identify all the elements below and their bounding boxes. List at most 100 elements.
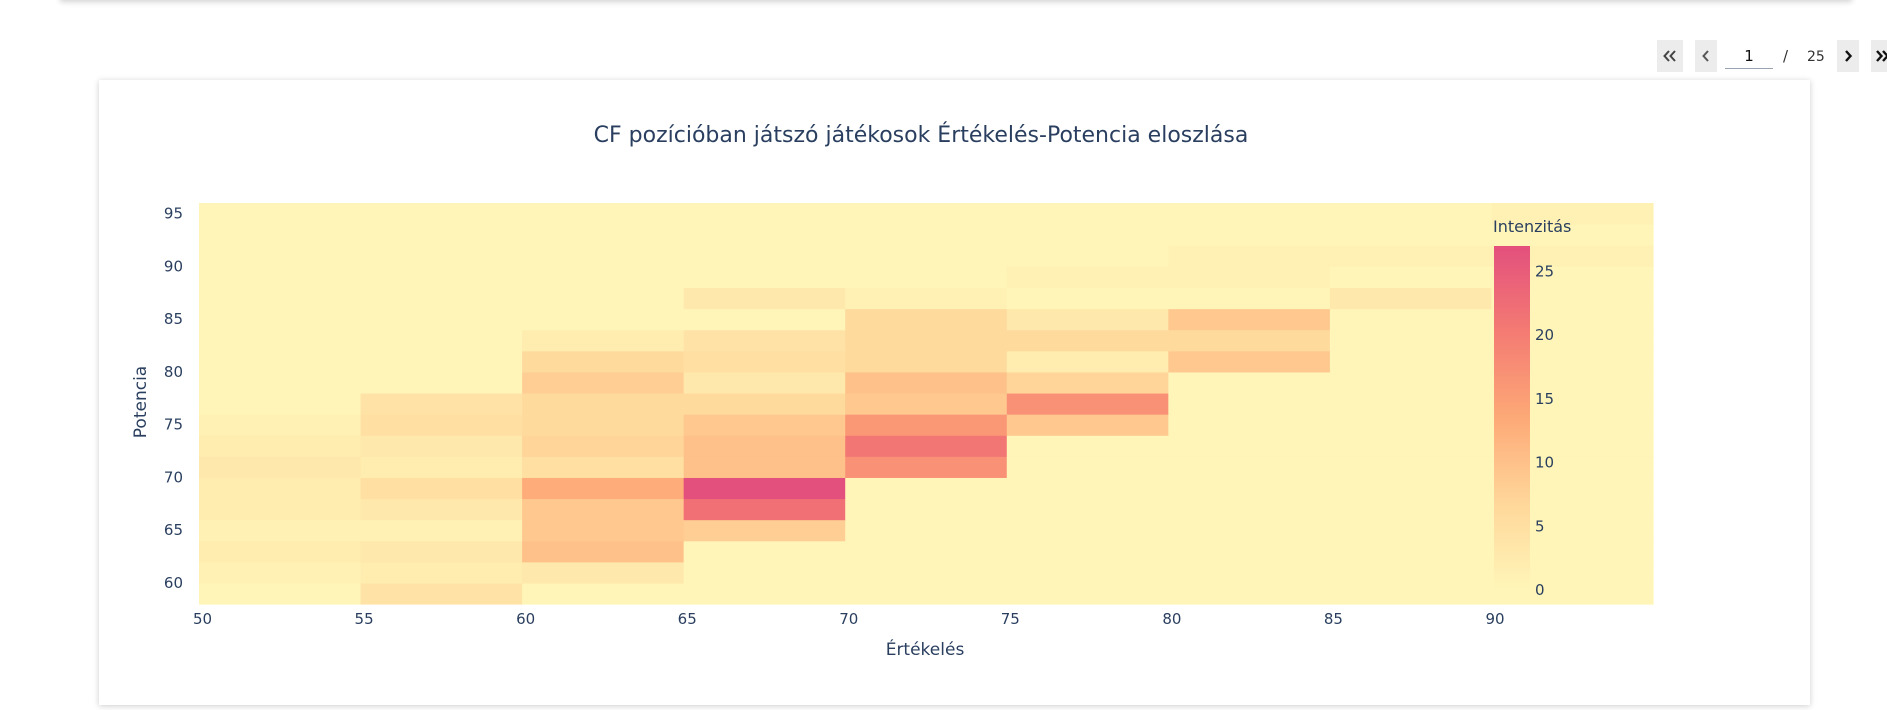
heatmap-cell <box>683 435 846 457</box>
heatmap-cell <box>1168 224 1331 246</box>
heatmap-cell <box>522 456 685 478</box>
heatmap-cell <box>845 266 1008 289</box>
colorbar-tick-label: 5 <box>1535 517 1545 535</box>
x-tick-label: 80 <box>1162 610 1181 628</box>
heatmap-cell <box>683 477 846 500</box>
x-axis-ticks: 50 55 60 65 70 75 80 85 90 <box>193 610 1505 628</box>
heatmap-cell <box>845 477 1008 500</box>
heatmap-cell <box>1006 329 1169 352</box>
heatmap-cell <box>683 245 846 267</box>
colorbar-tick-label: 10 <box>1535 454 1554 472</box>
total-pages: 25 <box>1807 49 1825 65</box>
y-tick-label: 95 <box>164 205 183 223</box>
heatmap-cell <box>522 477 685 500</box>
heatmap-cell <box>199 477 362 500</box>
heatmap-cell <box>522 582 685 605</box>
heatmap-cell <box>845 392 1008 415</box>
heatmap-cell <box>845 435 1008 457</box>
heatmap-cell <box>845 371 1008 394</box>
heatmap-cell <box>1006 456 1169 478</box>
heatmap-cell <box>199 350 362 373</box>
heatmap-cell <box>683 308 846 331</box>
heatmap-cell <box>683 519 846 542</box>
heatmap-cell <box>360 498 523 521</box>
first-page-button[interactable] <box>1657 40 1683 72</box>
x-tick-label: 60 <box>516 610 535 628</box>
x-tick-label: 50 <box>193 610 212 628</box>
y-tick-label: 80 <box>164 363 183 381</box>
x-axis-label: Értékelés <box>886 638 965 660</box>
heatmap-cell <box>845 582 1008 605</box>
heatmap-cell <box>199 371 362 394</box>
heatmap-cell <box>1168 498 1331 521</box>
heatmap-cell <box>1329 392 1493 415</box>
heatmap-cell <box>845 203 1008 225</box>
heatmap-cell <box>845 414 1008 436</box>
heatmap-cell <box>1491 498 1654 521</box>
heatmap-cell <box>360 414 523 436</box>
heatmap-cell <box>1006 582 1169 605</box>
heatmap-cell <box>1168 308 1331 331</box>
heatmap-cell <box>1006 519 1169 542</box>
heatmap-cell <box>522 350 685 373</box>
heatmap-cell <box>1006 350 1169 373</box>
heatmap-cell <box>1168 582 1331 605</box>
heatmap-cell <box>1329 540 1493 563</box>
heatmap-cell <box>1491 582 1654 605</box>
double-chevron-right-icon <box>1875 50 1887 62</box>
chart-card: CF pozícióban játszó játékosok Értékelés… <box>99 80 1810 705</box>
heatmap-cell <box>1491 414 1654 436</box>
heatmap-cells <box>199 203 1654 605</box>
heatmap-cell <box>522 287 685 310</box>
heatmap-cell <box>522 540 685 563</box>
y-tick-label: 65 <box>164 521 183 539</box>
colorbar-ticks: 0 5 10 15 20 25 <box>1535 262 1554 599</box>
y-axis-label: Potencia <box>131 366 151 438</box>
heatmap-cell <box>1168 329 1331 352</box>
heatmap-cell <box>199 224 362 246</box>
chevron-right-icon <box>1843 50 1853 62</box>
heatmap-cell <box>199 582 362 605</box>
previous-page-button[interactable] <box>1695 40 1717 72</box>
heatmap-cell <box>522 392 685 415</box>
heatmap-cell <box>199 245 362 267</box>
heatmap-cell <box>683 329 846 352</box>
heatmap-cell <box>199 287 362 310</box>
heatmap-cell <box>1006 203 1169 225</box>
heatmap-cell <box>522 435 685 457</box>
chart-title: CF pozícióban játszó játékosok Értékelés… <box>594 122 1249 148</box>
heatmap-cell <box>1491 435 1654 457</box>
pagination-bar: / 25 <box>1657 40 1887 72</box>
heatmap-cell <box>1329 245 1493 267</box>
page-number-input[interactable] <box>1725 44 1773 69</box>
colorbar <box>1494 246 1530 590</box>
heatmap-cell <box>360 224 523 246</box>
heatmap-cell <box>1329 414 1493 436</box>
heatmap-cell <box>360 350 523 373</box>
heatmap-cell <box>683 266 846 289</box>
heatmap-cell <box>360 287 523 310</box>
colorbar-tick-label: 20 <box>1535 326 1554 344</box>
last-page-button[interactable] <box>1871 40 1887 72</box>
heatmap-cell <box>360 519 523 542</box>
heatmap-cell <box>199 392 362 415</box>
heatmap-cell <box>522 498 685 521</box>
heatmap-cell <box>522 245 685 267</box>
heatmap-cell <box>683 287 846 310</box>
heatmap-cell <box>1168 540 1331 563</box>
heatmap-cell <box>1491 287 1654 310</box>
next-page-button[interactable] <box>1837 40 1859 72</box>
heatmap-cell <box>1168 287 1331 310</box>
heatmap-cell <box>845 308 1008 331</box>
heatmap-cell <box>1329 371 1493 394</box>
heatmap-cell <box>1006 371 1169 394</box>
colorbar-tick-label: 15 <box>1535 390 1554 408</box>
heatmap-cell <box>1006 224 1169 246</box>
heatmap-cell <box>1491 266 1654 289</box>
heatmap-cell <box>1329 561 1493 584</box>
heatmap-cell <box>522 519 685 542</box>
chevron-left-icon <box>1701 50 1711 62</box>
heatmap-cell <box>1006 266 1169 289</box>
heatmap-cell <box>1168 477 1331 500</box>
heatmap-cell <box>1168 519 1331 542</box>
